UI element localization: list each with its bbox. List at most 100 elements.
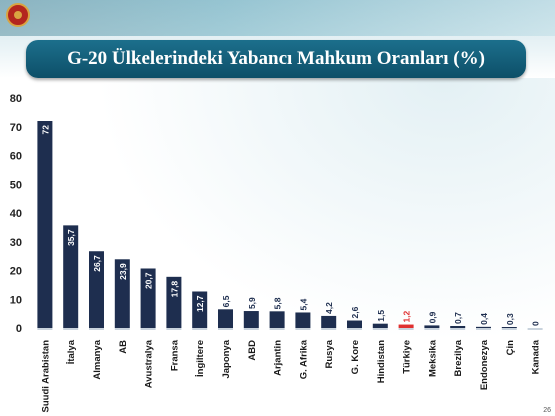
value-label: 12,7 [195,295,205,312]
value-label: 2,6 [350,306,360,318]
page-number: 26 [543,407,551,414]
y-tick-label: 50 [10,179,22,191]
bar-shadow [243,328,259,330]
bar-7 [218,309,233,328]
category-label: Endonezya [479,339,490,390]
bar-8 [243,311,259,328]
bar-shadow [295,328,311,330]
bar-shadow [89,328,104,330]
value-label: 1,5 [376,310,386,322]
category-label: İtalya [66,339,77,364]
bar-shadow [37,328,53,330]
category-label: Almanya [92,339,103,379]
bar-6 [192,291,208,328]
category-label: ABD [247,340,258,361]
slide-background [0,78,555,416]
bar-shadow [372,328,388,330]
bar-4 [140,268,156,328]
y-tick-label: 80 [10,93,22,105]
value-label: 0,9 [427,311,437,323]
bar-3 [114,259,130,328]
y-tick-label: 40 [10,208,22,220]
value-label: 17,8 [169,281,179,298]
category-label: Japonya [221,339,232,378]
bar-16 [450,325,466,328]
value-label: 5,4 [298,298,308,310]
category-label: Avustralya [144,339,155,388]
category-label: Meksika [427,339,438,377]
value-label: 23,9 [118,263,128,280]
category-label: Fransa [169,339,180,371]
category-label: G. Afrika [298,339,309,379]
value-label: 0,3 [505,313,515,325]
bar-shadow [114,328,130,330]
category-label: Rusya [324,339,335,368]
bar-shadow [218,328,233,330]
bar-shadow [450,328,466,330]
value-label: 0,4 [479,313,489,325]
top-band [0,0,555,36]
bar-2 [89,251,104,328]
y-tick-label: 20 [10,266,22,278]
bar-1 [63,225,79,328]
bar-shadow [527,328,543,330]
value-label: 6,5 [221,295,231,307]
bar-shadow [424,328,440,330]
bar-shadow [269,328,285,330]
value-label: 1,2 [402,310,412,322]
bar-shadow [476,328,491,330]
page-title: G-20 Ülkelerindeki Yabancı Mahkum Oranla… [67,48,485,69]
bar-17 [476,326,491,328]
x-axis-labels: Suudi Arabistan İtalya Almanya AB Avustralya… [40,339,541,412]
bar-shadow [192,328,208,330]
bar-15 [424,325,440,328]
category-label: Kanada [531,339,542,374]
category-label: Hindistan [376,340,387,383]
bar-0 [37,121,53,328]
value-label: 35,7 [66,229,76,246]
y-tick-label: 10 [10,294,22,306]
category-label: Arjantin [273,340,284,376]
bar-shadow [347,328,362,330]
value-label: 4,2 [324,302,334,314]
y-tick-label: 0 [16,323,22,335]
bar-9 [269,311,285,328]
category-label: Suudi Arabistan [40,340,51,413]
y-tick-label: 70 [10,122,22,134]
bars [37,121,543,330]
bar-13 [372,323,388,328]
value-label: 5,8 [273,297,283,309]
y-tick-label: 60 [10,151,22,163]
institution-logo-icon [6,3,30,27]
category-label: Brezilya [453,339,464,376]
bar-shadow [501,328,517,330]
y-axis: 0 10 20 30 40 50 60 70 80 [10,93,22,335]
bar-shadow [63,328,79,330]
value-labels: 72 35,7 26,7 23,9 20,7 17,8 12,7 6,5 5,9 5,8 5,4 4,… [40,125,540,326]
value-label: 72 [40,125,50,135]
category-label: İngiltere [195,340,206,377]
y-tick-label: 30 [10,237,22,249]
bar-11 [321,315,337,328]
bar-shadow [140,328,156,330]
value-label: 5,9 [247,297,257,309]
category-label: Türkiye [402,340,413,374]
bar-12 [347,320,362,328]
bar-18 [501,327,517,328]
bar-shadow [321,328,337,330]
logo-center [14,11,22,19]
bar-5 [166,276,182,328]
bar-shadow [166,328,182,330]
bar-shadow [398,328,414,330]
category-label: AB [118,340,129,354]
bar-14 [398,324,414,328]
title-bar: G-20 Ülkelerindeki Yabancı Mahkum Oranla… [26,40,526,78]
category-label: G. Kore [350,340,361,374]
value-label: 0,7 [453,312,463,324]
bar-10 [295,312,311,328]
value-label: 20,7 [144,272,154,289]
value-label: 26,7 [92,255,102,272]
category-label: Çin [505,340,516,356]
value-label: 0 [531,321,541,326]
